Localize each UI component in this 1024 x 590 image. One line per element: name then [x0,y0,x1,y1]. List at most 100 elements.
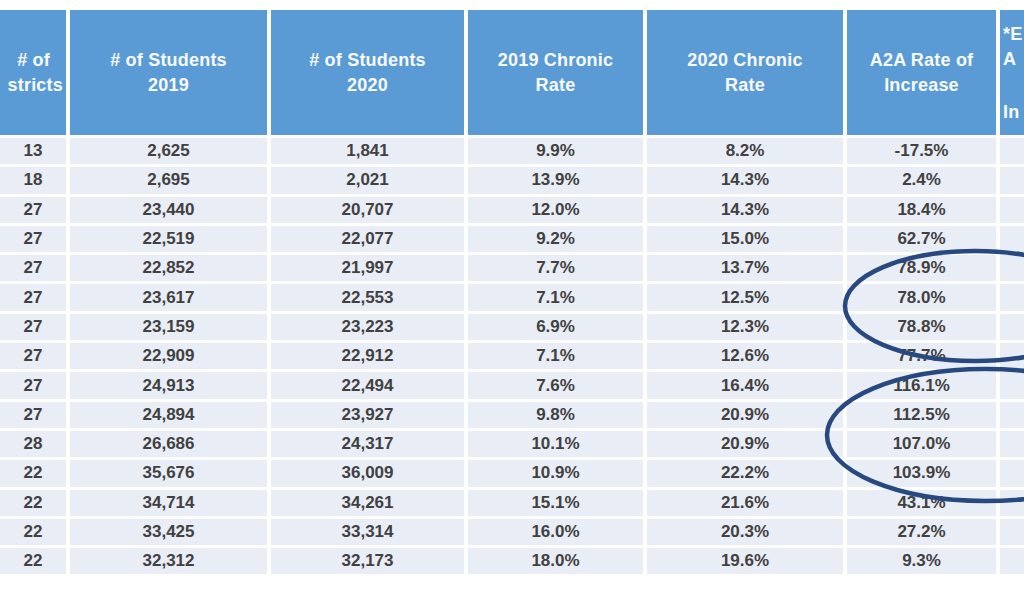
table-cell: 27 [0,343,66,369]
table-cell: 28 [0,431,66,457]
header-line: 2019 [148,73,189,98]
header-line: 2019 Chronic [498,48,613,73]
table-cell: 18 [0,167,66,193]
data-table: # of stricts # of Students 2019 # of Stu… [0,10,1024,574]
table-cell-empty [1000,226,1024,252]
table-cell: 15.1% [468,490,643,516]
table-cell: 22 [0,548,66,574]
table-cell: 20.3% [647,519,843,545]
table-cell: 23,927 [271,402,464,428]
table-cell: 12.5% [647,284,843,310]
table-cell-empty [1000,402,1024,428]
table-cell: 2,695 [70,167,267,193]
table-cell: 27 [0,284,66,310]
table-cell: 35,676 [70,460,267,486]
table-cell: 6.9% [468,314,643,340]
header-line: A [1003,47,1016,72]
table-cell: 27 [0,255,66,281]
table-cell: 27 [0,402,66,428]
table-cell-empty [1000,460,1024,486]
table-cell: 13.9% [468,167,643,193]
table-cell: 2.4% [847,167,996,193]
table-cell: 22,494 [271,372,464,398]
table-cell: 27.2% [847,519,996,545]
table-cell: 22.2% [647,460,843,486]
col-header-chronic-2020: 2020 Chronic Rate [647,10,843,135]
header-line: stricts [8,73,63,98]
table-cell: -17.5% [847,138,996,164]
table-cell-empty [1000,314,1024,340]
table-cell: 16.0% [468,519,643,545]
table-cell: 27 [0,226,66,252]
table-cell: 2,021 [271,167,464,193]
table-cell-empty [1000,138,1024,164]
table-cell: 23,440 [70,197,267,223]
table-cell: 12.6% [647,343,843,369]
table-cell: 22 [0,519,66,545]
table-cell: 21,997 [271,255,464,281]
slide-area: # of stricts # of Students 2019 # of Stu… [0,0,1024,590]
table-cell: 26,686 [70,431,267,457]
table-cell: 36,009 [271,460,464,486]
table-cell: 22,553 [271,284,464,310]
table-cell: 18.4% [847,197,996,223]
col-header-districts: # of stricts [0,10,66,135]
table-cell: 23,617 [70,284,267,310]
header-line: Increase [884,73,959,98]
header-line: 2020 [347,73,388,98]
table-cell: 22,077 [271,226,464,252]
table-cell: 12.3% [647,314,843,340]
table-cell: 77.7% [847,343,996,369]
table-cell-empty [1000,431,1024,457]
table-cell: 9.9% [468,138,643,164]
table-cell: 24,317 [271,431,464,457]
table-cell: 13 [0,138,66,164]
table-cell: 21.6% [647,490,843,516]
table-cell: 8.2% [647,138,843,164]
table-cell: 16.4% [647,372,843,398]
table-cell: 20.9% [647,402,843,428]
header-line: A2A Rate of [870,48,974,73]
table-cell: 22,852 [70,255,267,281]
table-cell: 43.1% [847,490,996,516]
header-line: In [1003,100,1019,125]
table-cell: 7.7% [468,255,643,281]
table-cell-empty [1000,255,1024,281]
header-line: # of Students [309,48,426,73]
table-cell: 7.6% [468,372,643,398]
table-cell: 27 [0,314,66,340]
table-cell: 33,425 [70,519,267,545]
table-cell: 62.7% [847,226,996,252]
table-cell: 32,312 [70,548,267,574]
header-line: *E [1003,22,1022,47]
table-cell: 9.3% [847,548,996,574]
header-line: Rate [536,73,576,98]
table-cell: 22 [0,460,66,486]
table-cell: 27 [0,372,66,398]
col-header-chronic-2019: 2019 Chronic Rate [468,10,643,135]
table-cell: 24,913 [70,372,267,398]
table-cell: 22,519 [70,226,267,252]
table-cell-empty [1000,548,1024,574]
col-header-students-2020: # of Students 2020 [271,10,464,135]
table-cell: 10.9% [468,460,643,486]
table-cell: 116.1% [847,372,996,398]
table-cell: 7.1% [468,343,643,369]
table-cell: 9.2% [468,226,643,252]
table-cell: 78.0% [847,284,996,310]
table-cell: 19.6% [647,548,843,574]
table-cell: 2,625 [70,138,267,164]
table-cell: 20.9% [647,431,843,457]
table-cell: 22,912 [271,343,464,369]
table-cell-empty [1000,167,1024,193]
header-line: Rate [725,73,765,98]
table-cell-empty [1000,372,1024,398]
table-cell: 13.7% [647,255,843,281]
table-cell: 10.1% [468,431,643,457]
table-cell-empty [1000,343,1024,369]
table-cell: 78.8% [847,314,996,340]
table-cell: 107.0% [847,431,996,457]
table-cell: 103.9% [847,460,996,486]
header-line: 2020 Chronic [687,48,802,73]
table-cell: 32,173 [271,548,464,574]
